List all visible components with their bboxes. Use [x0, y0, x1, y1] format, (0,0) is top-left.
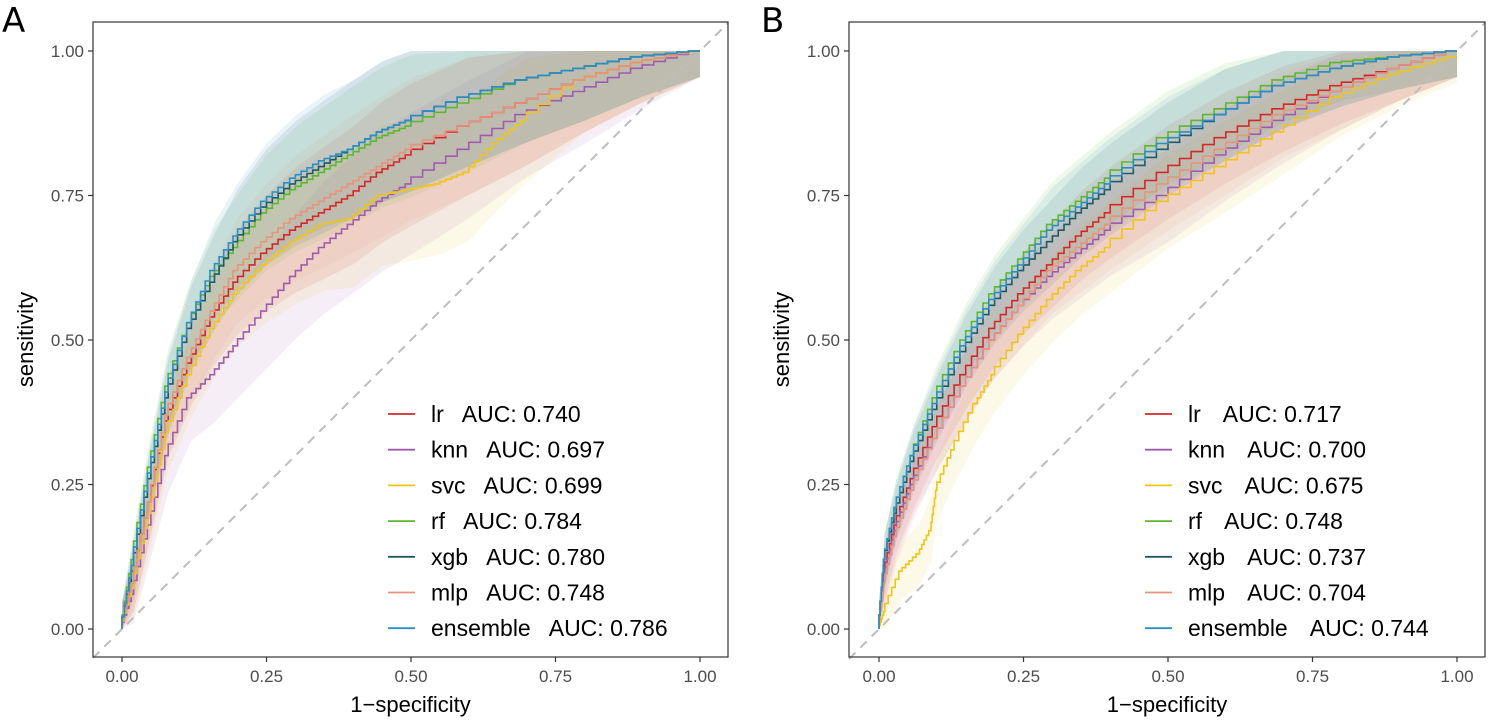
x-tick-label: 0.00 [105, 667, 138, 686]
legend-auc: AUC: 0.704 [1247, 580, 1366, 606]
legend-auc: AUC: 0.717 [1223, 401, 1342, 427]
legend-auc: AUC: 0.748 [1224, 508, 1343, 534]
roc-line-svc [878, 56, 1457, 629]
chance-diagonal [848, 22, 1486, 660]
legend-name: xgb [431, 544, 468, 570]
legend-auc: AUC: 0.697 [486, 437, 605, 463]
roc-line-knn [121, 50, 700, 629]
legend-item-knn: knn AUC: 0.700 [1145, 437, 1366, 463]
x-tick-label: 0.75 [539, 667, 572, 686]
legend-item-ensemble: ensemble AUC: 0.744 [1145, 615, 1429, 641]
confidence-band-rf [122, 51, 700, 629]
legend-name: knn [1188, 437, 1225, 463]
chance-diagonal [92, 22, 729, 659]
y-tick-label: 0.75 [51, 187, 84, 206]
roc-line-ensemble [878, 50, 1457, 629]
x-tick-label: 0.50 [394, 667, 427, 686]
legend-item-mlp: mlp AUC: 0.748 [388, 580, 605, 606]
legend-auc: AUC: 0.700 [1247, 437, 1366, 463]
x-axis-title: 1−specificity [350, 692, 470, 717]
legend-item-svc: svc AUC: 0.699 [388, 472, 602, 498]
legend-item-mlp: mlp AUC: 0.704 [1145, 580, 1366, 606]
y-tick-label: 0.50 [807, 331, 840, 350]
legend-item-svc: svc AUC: 0.675 [1145, 472, 1363, 498]
roc-line-mlp [121, 50, 700, 629]
legend-name: knn [431, 437, 468, 463]
legend-name: rf [431, 508, 446, 534]
legend-item-knn: knn AUC: 0.697 [388, 437, 605, 463]
y-tick-label: 1.00 [51, 42, 84, 61]
legend-item-xgb: xgb AUC: 0.780 [388, 544, 605, 570]
y-tick-label: 0.25 [807, 476, 840, 495]
legend-auc: AUC: 0.786 [549, 615, 668, 641]
x-tick-label: 0.00 [862, 667, 895, 686]
roc-line-knn [878, 50, 1457, 629]
x-axis-title: 1−specificity [1107, 692, 1227, 717]
legend-auc: AUC: 0.748 [486, 580, 605, 606]
legend-auc: AUC: 0.737 [1247, 544, 1366, 570]
panel-b: B 0.00 0.25 0.50 0.75 1.00 0.00 0.25 0.50 0.75 1.0… [761, 1, 1486, 717]
y-tick-label: 0.50 [51, 331, 84, 350]
legend-auc: AUC: 0.780 [486, 544, 605, 570]
x-tick-label: 1.00 [1440, 667, 1473, 686]
roc-line-lr [878, 50, 1457, 629]
legend: lr AUC: 0.740 knn AUC: 0.697 svc AUC: 0.699 rf… [388, 401, 668, 641]
y-axis-title: sensitivity [13, 292, 38, 387]
legend: lr AUC: 0.717 knn AUC: 0.700 svc AUC: 0.675 rf… [1145, 401, 1429, 641]
legend-name: mlp [431, 580, 468, 606]
legend-name: ensemble [1188, 615, 1288, 641]
confidence-band-xgb [122, 51, 700, 629]
legend-name: lr [1188, 401, 1201, 427]
confidence-band-mlp [122, 51, 700, 629]
y-tick-label: 0.25 [51, 476, 84, 495]
legend-name: rf [1188, 508, 1203, 534]
x-tick-label: 0.75 [1296, 667, 1329, 686]
legend-item-ensemble: ensemble AUC: 0.786 [388, 615, 668, 641]
y-tick-label: 0.75 [807, 187, 840, 206]
legend-item-lr: lr AUC: 0.717 [1145, 401, 1342, 427]
panel-a: A 0.00 0.25 0.50 0.75 1.00 0.00 0.25 0.50 0.75 1.0… [2, 1, 729, 717]
roc-line-ensemble [121, 50, 700, 629]
legend-item-rf: rf AUC: 0.748 [1145, 508, 1343, 534]
confidence-band-lr [122, 51, 700, 629]
confidence-band-ensemble [122, 51, 700, 629]
legend-item-lr: lr AUC: 0.740 [388, 401, 581, 427]
legend-name: mlp [1188, 580, 1225, 606]
legend-item-rf: rf AUC: 0.784 [388, 508, 582, 534]
y-axis-title: sensitivity [769, 292, 794, 387]
legend-auc: AUC: 0.675 [1245, 472, 1364, 498]
y-tick-label: 0.00 [807, 620, 840, 639]
legend-name: lr [431, 401, 444, 427]
panel-letter: B [761, 1, 784, 41]
legend-auc: AUC: 0.784 [463, 508, 582, 534]
legend-name: ensemble [431, 615, 531, 641]
x-tick-label: 0.25 [250, 667, 283, 686]
x-tick-label: 1.00 [683, 667, 716, 686]
legend-auc: AUC: 0.744 [1310, 615, 1429, 641]
legend-name: xgb [1188, 544, 1225, 570]
panel-letter: A [2, 1, 25, 41]
legend-auc: AUC: 0.740 [462, 401, 581, 427]
legend-name: svc [431, 472, 466, 498]
y-tick-label: 1.00 [807, 42, 840, 61]
x-tick-label: 0.50 [1151, 667, 1184, 686]
roc-line-mlp [878, 50, 1457, 629]
legend-auc: AUC: 0.699 [484, 472, 603, 498]
roc-line-svc [121, 50, 700, 629]
x-tick-label: 0.25 [1007, 667, 1040, 686]
legend-item-xgb: xgb AUC: 0.737 [1145, 544, 1366, 570]
y-tick-label: 0.00 [51, 620, 84, 639]
legend-name: svc [1188, 472, 1223, 498]
